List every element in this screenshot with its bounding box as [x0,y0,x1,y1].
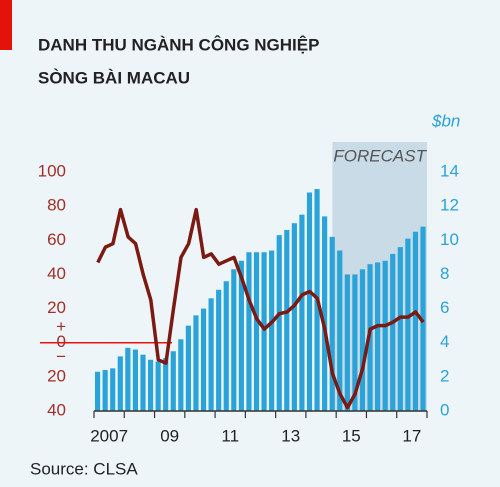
y-tick-label: 100 [38,161,66,180]
plus-sign: + [56,317,66,336]
bar [397,247,403,411]
bar [178,339,184,411]
bar [147,359,154,411]
bar [382,260,388,411]
bar [208,298,214,411]
bar [102,370,108,411]
bar [185,325,191,411]
bar [155,361,161,411]
bar [276,235,282,411]
bar [216,289,222,411]
chart-title: DANH THU NGÀNH CÔNG NGHIỆP [38,35,319,54]
y-tick-label: 60 [47,230,66,249]
x-tick-label: 11 [221,426,239,445]
bar [322,216,328,411]
bar [163,358,169,411]
y2-tick-label: 14 [440,161,459,180]
bar [238,260,244,411]
y2-tick-label: 0 [440,400,449,419]
y2-axis-label: $bn [431,111,460,130]
forecast-label: FORECAST [333,146,427,165]
bar [352,274,358,411]
bar [420,226,426,411]
y2-tick-label: 2 [440,366,449,385]
y-tick-label: 40 [47,264,66,283]
y2-tick-label: 4 [440,332,449,351]
bar [344,274,350,411]
brand-mark [0,0,12,50]
x-tick-label: 13 [281,426,300,445]
bar [140,354,146,411]
bar [359,269,366,411]
bar [329,236,335,411]
bar [412,231,419,411]
bar [299,214,305,411]
y-tick-label: 20 [47,366,66,385]
bar [269,250,275,411]
y2-tick-label: 10 [440,230,459,249]
x-tick-label: 09 [160,426,179,445]
bar [193,315,199,411]
y2-tick-label: 8 [440,264,449,283]
bar [231,269,237,411]
x-tick-label: 2007 [90,426,128,445]
line [96,207,425,410]
bar [337,250,343,411]
bar [223,281,229,411]
y-tick-label: 40 [47,400,66,419]
y-tick-label: 80 [47,196,66,215]
bar [117,356,123,411]
y-tick-label: 20 [47,298,66,317]
bar [125,347,131,411]
bar [291,223,297,411]
bar [170,351,176,411]
bar [110,368,116,411]
bar [306,192,313,411]
bar [246,252,252,411]
chart-title: SÒNG BÀI MACAU [38,68,190,87]
y-tick-label: 0 [57,332,66,351]
bar [375,262,381,411]
source: Source: CLSA [30,459,138,478]
bar [405,238,411,411]
x-tick-label: 17 [402,426,421,445]
bar [95,371,101,411]
bar [390,253,396,411]
y2-tick-label: 6 [440,298,449,317]
bar [200,308,207,411]
bar [261,252,267,411]
x-tick-label: 15 [342,426,361,445]
bar [284,230,290,411]
bar [132,349,139,411]
minus-sign: − [56,347,66,366]
y2-tick-label: 12 [440,196,459,215]
bar [253,252,260,411]
